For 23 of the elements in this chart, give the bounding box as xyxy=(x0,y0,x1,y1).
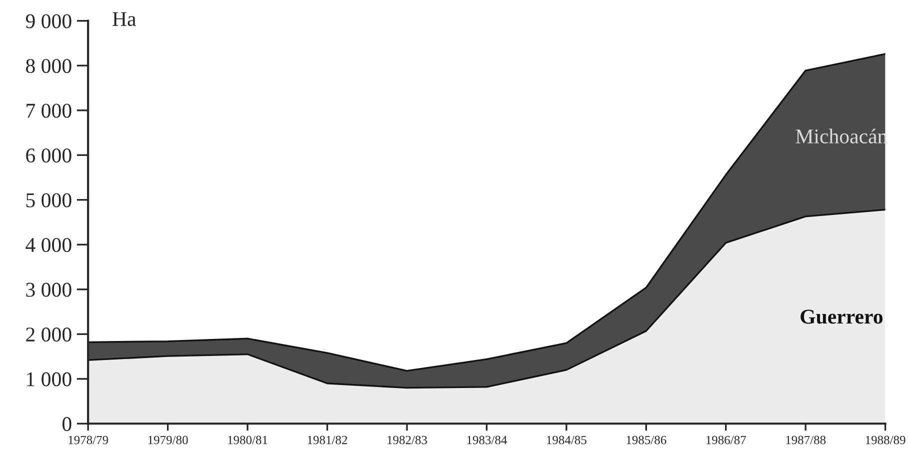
y-axis-title: Ha xyxy=(112,12,136,26)
y-tick-label: 3 000 xyxy=(26,282,72,297)
y-tick-label: 9 000 xyxy=(26,14,72,28)
y-tick-label: 5 000 xyxy=(26,193,72,208)
y-tick-label: 7 000 xyxy=(26,104,72,118)
y-tick-label: 2 000 xyxy=(26,328,72,342)
x-tick-label: 1988/89 xyxy=(866,436,906,444)
x-tick-label: 1980/81 xyxy=(228,436,268,444)
x-tick-label: 1984/85 xyxy=(547,436,586,444)
x-tick-label: 1986/87 xyxy=(706,436,746,444)
x-tick-label: 1982/83 xyxy=(388,436,427,444)
y-tick-label: 0 xyxy=(62,417,72,432)
x-tick-label: 1978/79 xyxy=(68,436,108,444)
y-tick-label: 4 000 xyxy=(26,238,72,252)
y-tick-label: 6 000 xyxy=(26,148,72,163)
x-tick-label: 1983/84 xyxy=(467,436,507,444)
y-tick-label: 1 000 xyxy=(27,372,72,386)
x-tick-label: 1985/86 xyxy=(626,436,666,444)
x-tick-label: 1981/82 xyxy=(308,436,348,444)
y-tick-label: 8 000 xyxy=(26,58,72,74)
x-tick-label: 1987/88 xyxy=(786,436,826,444)
x-tick-label: 1979/80 xyxy=(148,436,188,444)
series-label: Guerrero xyxy=(800,310,883,324)
